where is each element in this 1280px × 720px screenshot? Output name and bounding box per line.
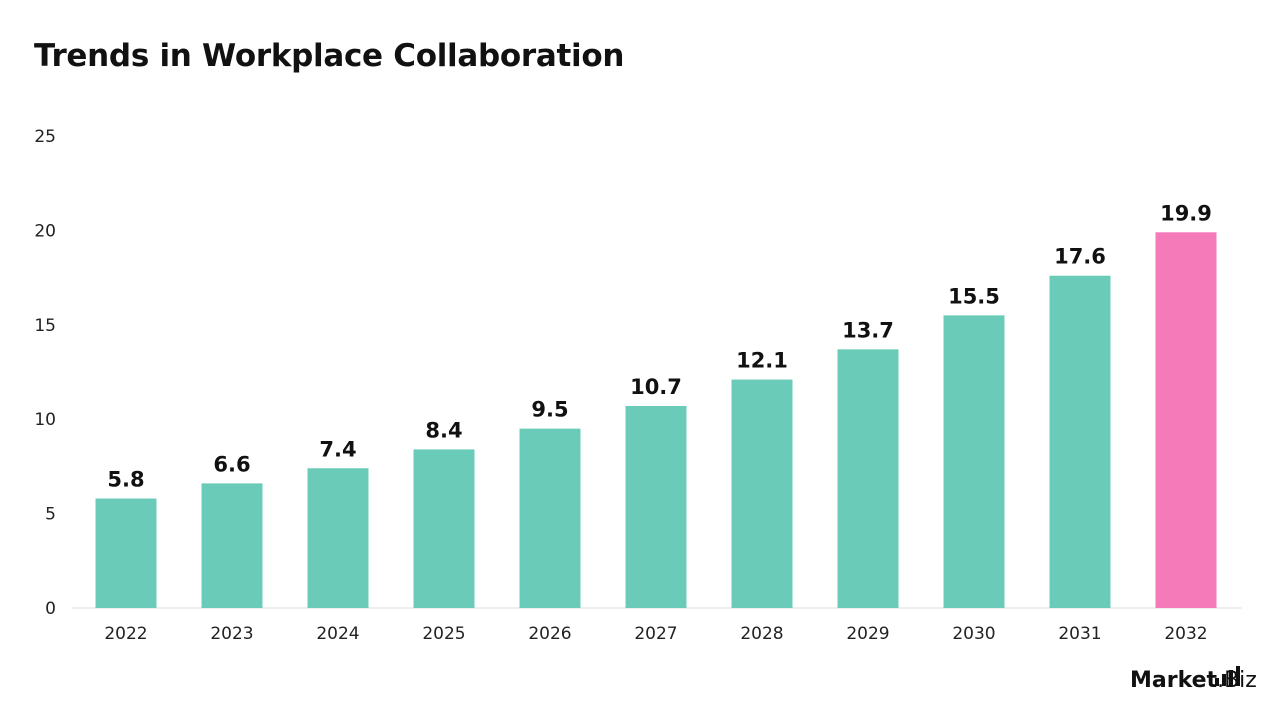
data-label: 7.4 [319, 437, 356, 461]
data-label: 10.7 [630, 375, 682, 399]
x-tick-label: 2025 [422, 624, 465, 644]
chart-title: Trends in Workplace Collaboration [34, 38, 625, 74]
x-tick-label: 2030 [952, 624, 995, 644]
y-tick-label: 0 [45, 599, 56, 619]
x-tick-label: 2032 [1164, 624, 1207, 644]
y-tick-label: 10 [34, 410, 56, 430]
bar-2023 [201, 483, 263, 608]
data-label: 13.7 [842, 318, 894, 342]
x-tick-label: 2027 [634, 624, 677, 644]
data-label: 6.6 [213, 452, 250, 476]
data-label: 8.4 [425, 418, 462, 442]
logo-bar-icon [1222, 674, 1226, 686]
y-tick-label: 15 [34, 316, 56, 336]
y-tick-label: 25 [34, 127, 56, 147]
bar-2022 [95, 498, 157, 608]
bar-2031 [1049, 275, 1111, 608]
logo-bar-icon [1229, 670, 1233, 686]
y-tick-label: 5 [45, 505, 56, 525]
bar-2026 [519, 428, 581, 608]
logo-bar-icon [1236, 666, 1240, 686]
y-tick-label: 20 [34, 221, 56, 241]
x-tick-label: 2026 [528, 624, 571, 644]
bar-2028 [731, 379, 793, 608]
x-tick-label: 2023 [210, 624, 253, 644]
data-label: 19.9 [1160, 201, 1212, 225]
x-tick-label: 2024 [316, 624, 359, 644]
data-label: 17.6 [1054, 245, 1106, 269]
bar-2030 [943, 315, 1005, 608]
data-label: 9.5 [531, 398, 568, 422]
x-tick-label: 2029 [846, 624, 889, 644]
bar-2029 [837, 349, 899, 608]
x-tick-label: 2028 [740, 624, 783, 644]
bar-2025 [413, 449, 475, 608]
logo-bar-icon [1215, 678, 1219, 686]
data-label: 5.8 [107, 467, 144, 491]
x-tick-label: 2031 [1058, 624, 1101, 644]
data-label: 15.5 [948, 284, 1000, 308]
x-tick-label: 2022 [104, 624, 147, 644]
bar-2032 [1155, 232, 1217, 608]
data-label: 12.1 [736, 349, 788, 373]
bar-2027 [625, 405, 687, 608]
bar-2024 [307, 468, 369, 608]
marketbiz-logo: Market.Biz [1130, 668, 1257, 693]
